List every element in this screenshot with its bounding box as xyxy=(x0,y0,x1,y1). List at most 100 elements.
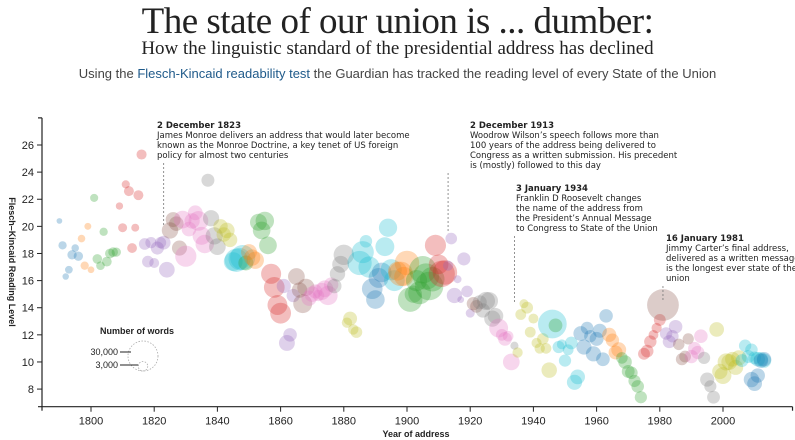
data-bubble[interactable] xyxy=(552,340,565,354)
data-bubble[interactable] xyxy=(205,227,223,245)
data-bubble[interactable] xyxy=(638,347,650,360)
data-bubble[interactable] xyxy=(521,301,534,314)
data-bubble[interactable] xyxy=(472,295,487,310)
data-bubble[interactable] xyxy=(634,391,647,404)
data-bubble[interactable] xyxy=(111,247,121,257)
data-bubble[interactable] xyxy=(548,318,563,333)
data-bubble[interactable] xyxy=(537,333,549,345)
data-bubble[interactable] xyxy=(675,353,688,366)
data-bubble[interactable] xyxy=(312,289,325,302)
data-bubble[interactable] xyxy=(252,221,271,240)
data-bubble[interactable] xyxy=(697,351,711,365)
data-bubble[interactable] xyxy=(556,339,567,350)
data-bubble[interactable] xyxy=(341,317,353,328)
data-bubble[interactable] xyxy=(71,244,79,252)
data-bubble[interactable] xyxy=(283,328,297,342)
data-bubble[interactable] xyxy=(540,343,552,354)
data-bubble[interactable] xyxy=(149,257,160,268)
data-bubble[interactable] xyxy=(721,353,738,370)
data-bubble[interactable] xyxy=(524,326,536,338)
data-bubble[interactable] xyxy=(101,256,112,267)
data-bubble[interactable] xyxy=(700,372,715,387)
data-bubble[interactable] xyxy=(731,350,747,366)
data-bubble[interactable] xyxy=(662,335,676,349)
data-bubble[interactable] xyxy=(288,268,305,285)
data-bubble[interactable] xyxy=(263,277,285,298)
data-bubble[interactable] xyxy=(445,232,458,245)
data-bubble[interactable] xyxy=(394,266,414,287)
data-bubble[interactable] xyxy=(202,210,220,227)
data-bubble[interactable] xyxy=(453,275,462,284)
data-bubble[interactable] xyxy=(576,339,592,355)
data-bubble[interactable] xyxy=(224,248,249,272)
data-bubble[interactable] xyxy=(487,308,504,324)
data-bubble[interactable] xyxy=(121,180,130,189)
data-bubble[interactable] xyxy=(420,266,445,292)
data-bubble[interactable] xyxy=(446,287,463,304)
data-bubble[interactable] xyxy=(424,234,447,256)
data-bubble[interactable] xyxy=(489,318,509,338)
data-bubble[interactable] xyxy=(133,190,144,201)
data-bubble[interactable] xyxy=(534,343,545,354)
data-bubble[interactable] xyxy=(537,309,567,339)
data-bubble[interactable] xyxy=(673,338,685,351)
data-bubble[interactable] xyxy=(432,260,458,285)
data-bubble[interactable] xyxy=(592,323,607,338)
data-bubble[interactable] xyxy=(270,302,292,324)
data-bubble[interactable] xyxy=(717,353,735,371)
data-bubble[interactable] xyxy=(466,296,481,311)
data-bubble[interactable] xyxy=(750,351,766,367)
data-bubble[interactable] xyxy=(347,250,372,276)
data-bubble[interactable] xyxy=(741,349,755,364)
data-bubble[interactable] xyxy=(145,236,157,249)
data-bubble[interactable] xyxy=(351,241,374,264)
data-bubble[interactable] xyxy=(165,212,181,228)
data-bubble[interactable] xyxy=(108,247,118,257)
data-bubble[interactable] xyxy=(169,216,184,231)
data-bubble[interactable] xyxy=(388,261,408,281)
data-bubble[interactable] xyxy=(259,236,277,255)
data-bubble[interactable] xyxy=(238,255,254,271)
data-bubble[interactable] xyxy=(495,328,508,341)
data-bubble[interactable] xyxy=(278,335,295,351)
data-bubble[interactable] xyxy=(201,173,215,187)
data-bubble[interactable] xyxy=(383,270,405,292)
data-bubble[interactable] xyxy=(249,213,267,231)
data-bubble[interactable] xyxy=(691,345,705,360)
data-bubble[interactable] xyxy=(628,374,641,388)
data-bubble[interactable] xyxy=(359,235,373,248)
data-bubble[interactable] xyxy=(171,240,188,256)
data-bubble[interactable] xyxy=(666,330,679,343)
data-bubble[interactable] xyxy=(531,337,542,349)
data-bubble[interactable] xyxy=(611,342,627,358)
data-bubble[interactable] xyxy=(404,285,422,303)
data-bubble[interactable] xyxy=(267,295,288,315)
data-bubble[interactable] xyxy=(154,236,167,249)
data-bubble[interactable] xyxy=(184,213,200,229)
data-bubble[interactable] xyxy=(105,248,115,259)
data-bubble[interactable] xyxy=(187,205,203,221)
data-bubble[interactable] xyxy=(625,366,638,380)
data-bubble[interactable] xyxy=(192,226,211,245)
data-bubble[interactable] xyxy=(570,369,585,385)
data-bubble[interactable] xyxy=(67,250,77,260)
data-bubble[interactable] xyxy=(528,313,539,324)
data-bubble[interactable] xyxy=(707,390,720,404)
data-bubble[interactable] xyxy=(158,261,175,278)
data-bubble[interactable] xyxy=(358,256,380,278)
data-bubble[interactable] xyxy=(84,222,92,230)
data-bubble[interactable] xyxy=(712,363,728,380)
data-bubble[interactable] xyxy=(246,251,264,269)
data-bubble[interactable] xyxy=(348,324,359,335)
data-bubble[interactable] xyxy=(709,322,725,337)
data-bubble[interactable] xyxy=(313,282,331,301)
data-bubble[interactable] xyxy=(156,235,171,250)
data-bubble[interactable] xyxy=(682,333,694,345)
data-bubble[interactable] xyxy=(80,261,89,270)
data-bubble[interactable] xyxy=(589,331,604,346)
data-bubble[interactable] xyxy=(704,380,717,393)
data-bubble[interactable] xyxy=(361,278,383,300)
data-bubble[interactable] xyxy=(375,237,395,257)
data-bubble[interactable] xyxy=(461,285,473,298)
data-bubble[interactable] xyxy=(394,250,420,276)
